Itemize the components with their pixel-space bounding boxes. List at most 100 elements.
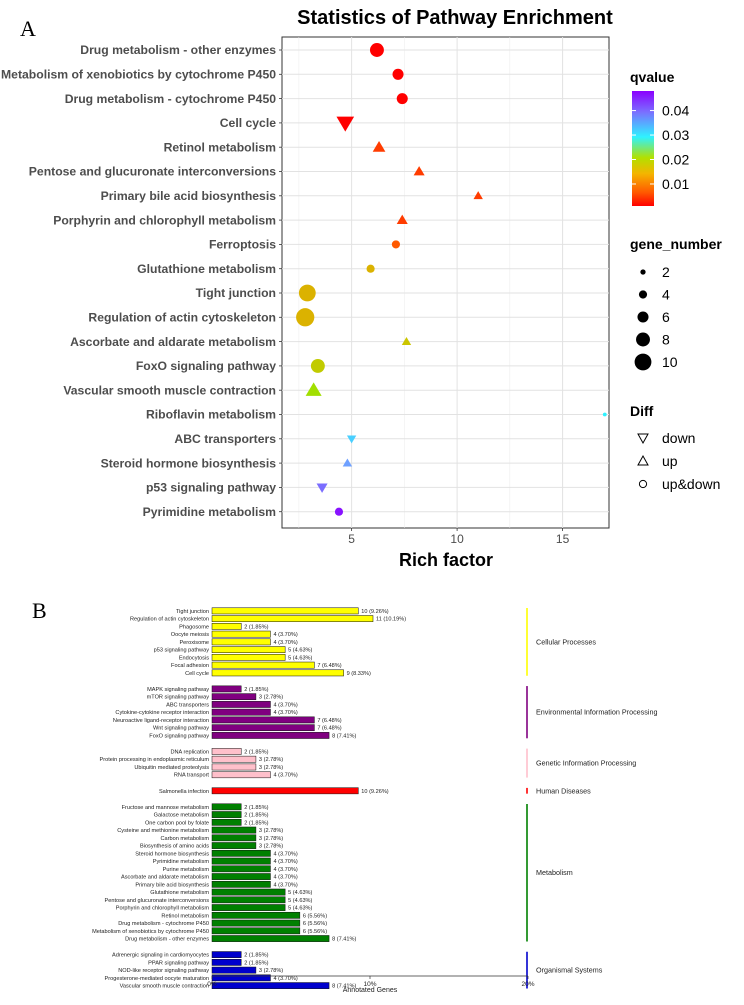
point-primary-bile-acid-biosynthesis	[473, 191, 483, 200]
bar-value-label: 4 (3.70%)	[273, 882, 297, 888]
circle-icon	[638, 479, 648, 489]
bar-label: Regulation of actin cytoskeleton	[130, 617, 209, 623]
x-tick-label: 10	[450, 532, 464, 546]
bar-label: Ubiquitin mediated proteolysis	[134, 765, 209, 771]
bar-value-label: 2 (1.85%)	[244, 813, 268, 819]
bar-label: Endocytosis	[179, 655, 209, 661]
triangle-down-icon	[637, 433, 649, 445]
bar-label: mTOR signaling pathway	[147, 695, 210, 701]
bar-cell-cycle	[211, 669, 344, 677]
bar-mapk-signaling-pathway	[211, 685, 242, 693]
gene-number-legend-dot	[638, 290, 648, 299]
bar-value-label: 4 (3.70%)	[273, 773, 297, 779]
bar-nod-like-receptor-signaling-pathway	[211, 966, 257, 974]
pathway-label: Pyrimidine metabolism	[143, 505, 277, 519]
x-axis-ticks: 5 10 15	[348, 528, 570, 546]
bar-value-label: 2 (1.85%)	[244, 624, 268, 630]
category-bars: Tight junction 10 (9.26%) Regulation of ac…	[92, 607, 406, 990]
group-label: Metabolism	[536, 868, 573, 877]
bar-value-label: 2 (1.85%)	[244, 687, 268, 693]
point-drug-metabolism-cytochrome-p450	[396, 93, 408, 105]
gene-number-legend-dot	[640, 269, 646, 275]
triangle-up-icon	[637, 454, 649, 466]
bar-label: Vascular smooth muscle contraction	[120, 984, 209, 990]
qvalue-legend-ticks: 0.04 0.03 0.02 0.01	[632, 103, 689, 192]
qvalue-tick-label: 0.03	[662, 127, 689, 143]
bar-label: Metabolism of xenobiotics by cytochrome …	[92, 929, 209, 935]
panel-a-letter: A	[20, 16, 36, 41]
bar-value-label: 5 (4.63%)	[288, 890, 312, 896]
enrichment-points	[296, 43, 607, 516]
diff-legend-label: down	[662, 430, 695, 446]
pathway-label: p53 signaling pathway	[146, 481, 276, 495]
b-x-axis: 0% 10% 20%	[207, 975, 535, 988]
bar-label: Carbon metabolism	[160, 836, 209, 842]
pathway-label: Drug metabolism - other enzymes	[80, 43, 276, 57]
diff-legend-label: up	[662, 453, 678, 469]
bar-label: Ascorbate and aldarate metabolism	[121, 875, 209, 881]
pathway-label: Riboflavin metabolism	[146, 408, 276, 422]
point-glutathione-metabolism	[366, 264, 375, 273]
bar-value-label: 4 (3.70%)	[273, 632, 297, 638]
bar-value-label: 4 (3.70%)	[273, 851, 297, 857]
bar-cytokine-cytokine-receptor-interaction	[211, 708, 271, 716]
bar-label: PPAR signaling pathway	[148, 960, 209, 966]
pathway-labels: Drug metabolism - other enzymes Metabolis…	[1, 43, 282, 519]
bar-value-label: 5 (4.63%)	[288, 898, 312, 904]
point-vascular-smooth-muscle-contraction	[305, 382, 322, 396]
bar-value-label: 8 (7.41%)	[332, 733, 356, 739]
bar-tight-junction	[211, 607, 359, 615]
bar-label: Drug metabolism - cytochrome P450	[118, 921, 209, 927]
bar-value-label: 3 (2.78%)	[259, 836, 283, 842]
bar-primary-bile-acid-biosynthesis	[211, 880, 271, 888]
bar-label: Progesterone-mediated oocyte maturation	[105, 976, 209, 982]
panel-a: A Statistics of Pathway Enrichment Drug …	[1, 7, 722, 570]
bar-endocytosis	[211, 654, 286, 661]
qvalue-legend-title: qvalue	[630, 69, 675, 85]
bar-label: Cysteine and methionine metabolism	[117, 828, 209, 834]
bar-vascular-smooth-muscle-contraction	[211, 982, 330, 989]
point-cell-cycle	[336, 116, 355, 132]
bar-drug-metabolism-other-enzymes	[211, 935, 330, 942]
group-label: Organismal Systems	[536, 966, 603, 975]
pathway-label: Metabolism of xenobiotics by cytochrome …	[1, 68, 276, 82]
bar-value-label: 6 (5.56%)	[303, 913, 327, 919]
pathway-label: Cell cycle	[220, 116, 276, 130]
bar-value-label: 4 (3.70%)	[273, 859, 297, 865]
point-tight-junction	[298, 284, 316, 302]
bar-value-label: 10 (9.26%)	[361, 609, 388, 615]
group-label: Cellular Processes	[536, 637, 596, 646]
gene-number-legend-label: 6	[662, 309, 670, 325]
bar-label: Tight junction	[176, 609, 209, 615]
qvalue-tick-label: 0.02	[662, 152, 689, 168]
category-groups: Cellular Processes Environmental Informat…	[526, 608, 657, 989]
point-metabolism-of-xenobiotics-by-cytochrome-p450	[392, 68, 404, 80]
b-x-tick-label: 20%	[521, 981, 534, 988]
diff-legend-title: Diff	[630, 403, 654, 419]
bar-label: Phagosome	[179, 624, 209, 630]
qvalue-tick-label: 0.04	[662, 103, 689, 119]
bar-value-label: 4 (3.70%)	[273, 640, 297, 646]
pathway-label: Steroid hormone biosynthesis	[101, 456, 277, 470]
gene-number-legend-label: 8	[662, 332, 670, 348]
point-porphyrin-and-chlorophyll-metabolism	[396, 214, 408, 225]
bar-value-label: 8 (7.41%)	[332, 937, 356, 943]
bar-label: Galactose metabolism	[154, 813, 210, 819]
pathway-label: FoxO signaling pathway	[136, 359, 276, 373]
gene-number-legend-dot	[634, 353, 652, 371]
bar-label: Pyrimidine metabolism	[153, 859, 210, 865]
bar-value-label: 3 (2.78%)	[259, 757, 283, 763]
point-p53-signaling-pathway	[316, 483, 328, 493]
bar-galactose-metabolism	[211, 811, 242, 818]
bar-pyrimidine-metabolism	[211, 857, 271, 865]
bar-label: Neuroactive ligand-receptor interaction	[113, 718, 209, 724]
bar-carbon-metabolism	[211, 834, 257, 842]
bar-label: Wnt signaling pathway	[153, 726, 209, 732]
gene-number-legend-dot	[637, 311, 649, 323]
bar-salmonella-infection	[211, 787, 359, 795]
bar-label: Fructose and mannose metabolism	[122, 805, 210, 811]
x-axis-label: Rich factor	[399, 550, 493, 570]
pathway-label: Regulation of actin cytoskeleton	[88, 311, 276, 325]
plot-a-grid	[282, 37, 609, 528]
bar-label: Oocyte meiosis	[171, 632, 209, 638]
